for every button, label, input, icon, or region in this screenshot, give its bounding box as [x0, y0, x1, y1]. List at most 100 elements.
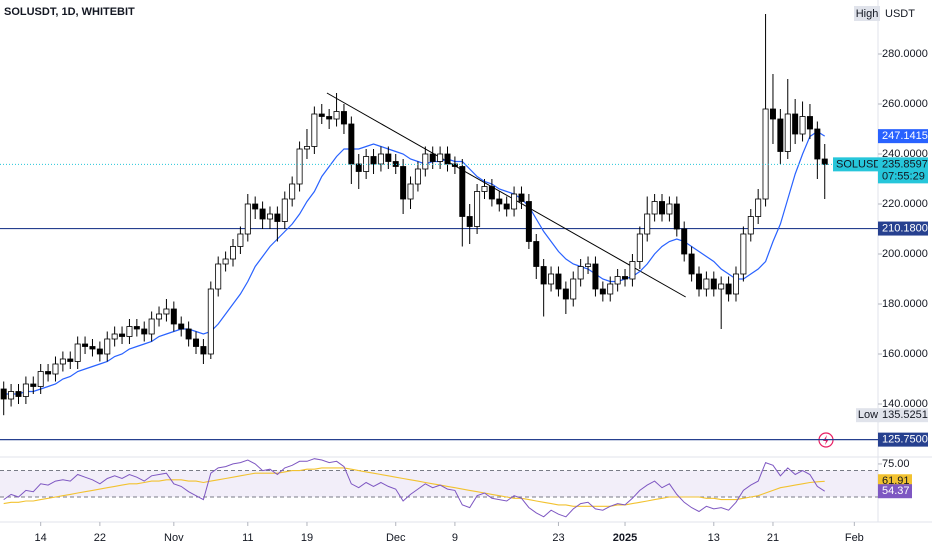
candle-body: [385, 153, 392, 162]
candle: [769, 74, 776, 144]
candle-body: [178, 323, 185, 330]
candle: [200, 339, 207, 364]
candle: [540, 259, 547, 317]
candle-body: [814, 128, 821, 160]
x-tick-label: 9: [452, 532, 458, 544]
chart-title: SOLUSDT, 1D, WHITEBIT: [4, 6, 135, 18]
candle: [222, 251, 229, 272]
candle-body: [577, 266, 584, 280]
candle: [274, 206, 281, 242]
rsi-band: [0, 470, 878, 497]
candle-body: [659, 201, 666, 215]
candle-body: [622, 276, 629, 280]
candle-body: [570, 278, 577, 300]
candle-body: [185, 328, 192, 340]
candle-body: [644, 213, 651, 235]
x-tick-label: Nov: [164, 532, 184, 544]
candle-body: [8, 391, 15, 400]
candle: [326, 109, 333, 129]
candle-body: [377, 153, 384, 165]
candle-body: [503, 203, 510, 210]
candle: [577, 259, 584, 287]
rsi-tick-label: 75.00: [882, 458, 910, 470]
candle-body: [148, 318, 155, 335]
candle-body: [732, 273, 739, 295]
candle-body: [511, 193, 518, 210]
candle-body: [311, 113, 318, 147]
candle: [659, 194, 666, 222]
candle-body: [607, 283, 614, 295]
candle-body: [215, 263, 222, 290]
countdown-label: 07:55:29: [882, 170, 925, 182]
candle-body: [799, 116, 806, 135]
symbol-label: SOLUSDT: [836, 158, 888, 170]
candle: [0, 381, 7, 416]
candle: [777, 109, 784, 164]
candle-body: [133, 326, 140, 330]
candle-body: [451, 163, 458, 167]
candle: [481, 179, 488, 199]
candle-body: [170, 308, 177, 325]
candle-body: [821, 158, 828, 165]
candle: [429, 146, 436, 169]
candle-body: [762, 108, 769, 200]
x-tick-label: 13: [708, 532, 720, 544]
candle: [629, 254, 636, 287]
candle: [511, 186, 518, 217]
candle: [821, 144, 828, 199]
candle: [451, 156, 458, 174]
candle-body: [141, 328, 148, 335]
candle-body: [688, 253, 695, 275]
candle-body: [747, 216, 754, 235]
candle: [696, 266, 702, 297]
candle: [725, 276, 732, 302]
y-tick-label: 260.0000: [882, 98, 928, 110]
candle-body: [22, 383, 29, 397]
candle: [607, 276, 614, 302]
candle-body: [555, 273, 562, 290]
candle: [562, 281, 569, 314]
candle-body: [696, 273, 702, 290]
candle: [96, 341, 103, 362]
candle: [22, 376, 29, 404]
candle-body: [400, 166, 407, 200]
candle-body: [281, 198, 288, 222]
hline-badge: [878, 432, 928, 447]
x-tick-label: 21: [767, 532, 779, 544]
candle: [30, 376, 37, 394]
y-tick-label: 240.0000: [882, 148, 928, 160]
candle: [592, 256, 599, 297]
candle: [281, 191, 288, 229]
candle: [244, 194, 251, 242]
candle: [784, 79, 791, 159]
candle-body: [718, 283, 725, 290]
currency-label[interactable]: USDT: [885, 8, 915, 20]
candle-body: [104, 338, 111, 355]
candle: [156, 306, 163, 327]
candle: [614, 269, 621, 292]
candle: [622, 269, 629, 287]
candle-body: [769, 108, 776, 120]
candle: [533, 234, 540, 279]
candle-body: [777, 118, 784, 152]
candle: [755, 189, 762, 224]
candle-body: [230, 246, 236, 260]
candle-body: [222, 258, 229, 265]
candle-body: [119, 333, 126, 337]
candle: [644, 196, 651, 242]
candle-body: [318, 113, 325, 117]
candle: [503, 196, 510, 217]
candle: [296, 141, 303, 192]
candle: [215, 256, 222, 297]
candle: [518, 186, 525, 209]
candle: [666, 196, 673, 222]
candle-body: [407, 183, 414, 200]
candle: [126, 319, 133, 344]
candle: [636, 226, 643, 269]
candle-body: [599, 288, 606, 295]
candle: [252, 196, 259, 219]
y-tick-label: 280.0000: [882, 48, 928, 60]
candle-body: [414, 168, 421, 185]
candle-body: [540, 266, 547, 285]
candle-body: [207, 288, 214, 355]
